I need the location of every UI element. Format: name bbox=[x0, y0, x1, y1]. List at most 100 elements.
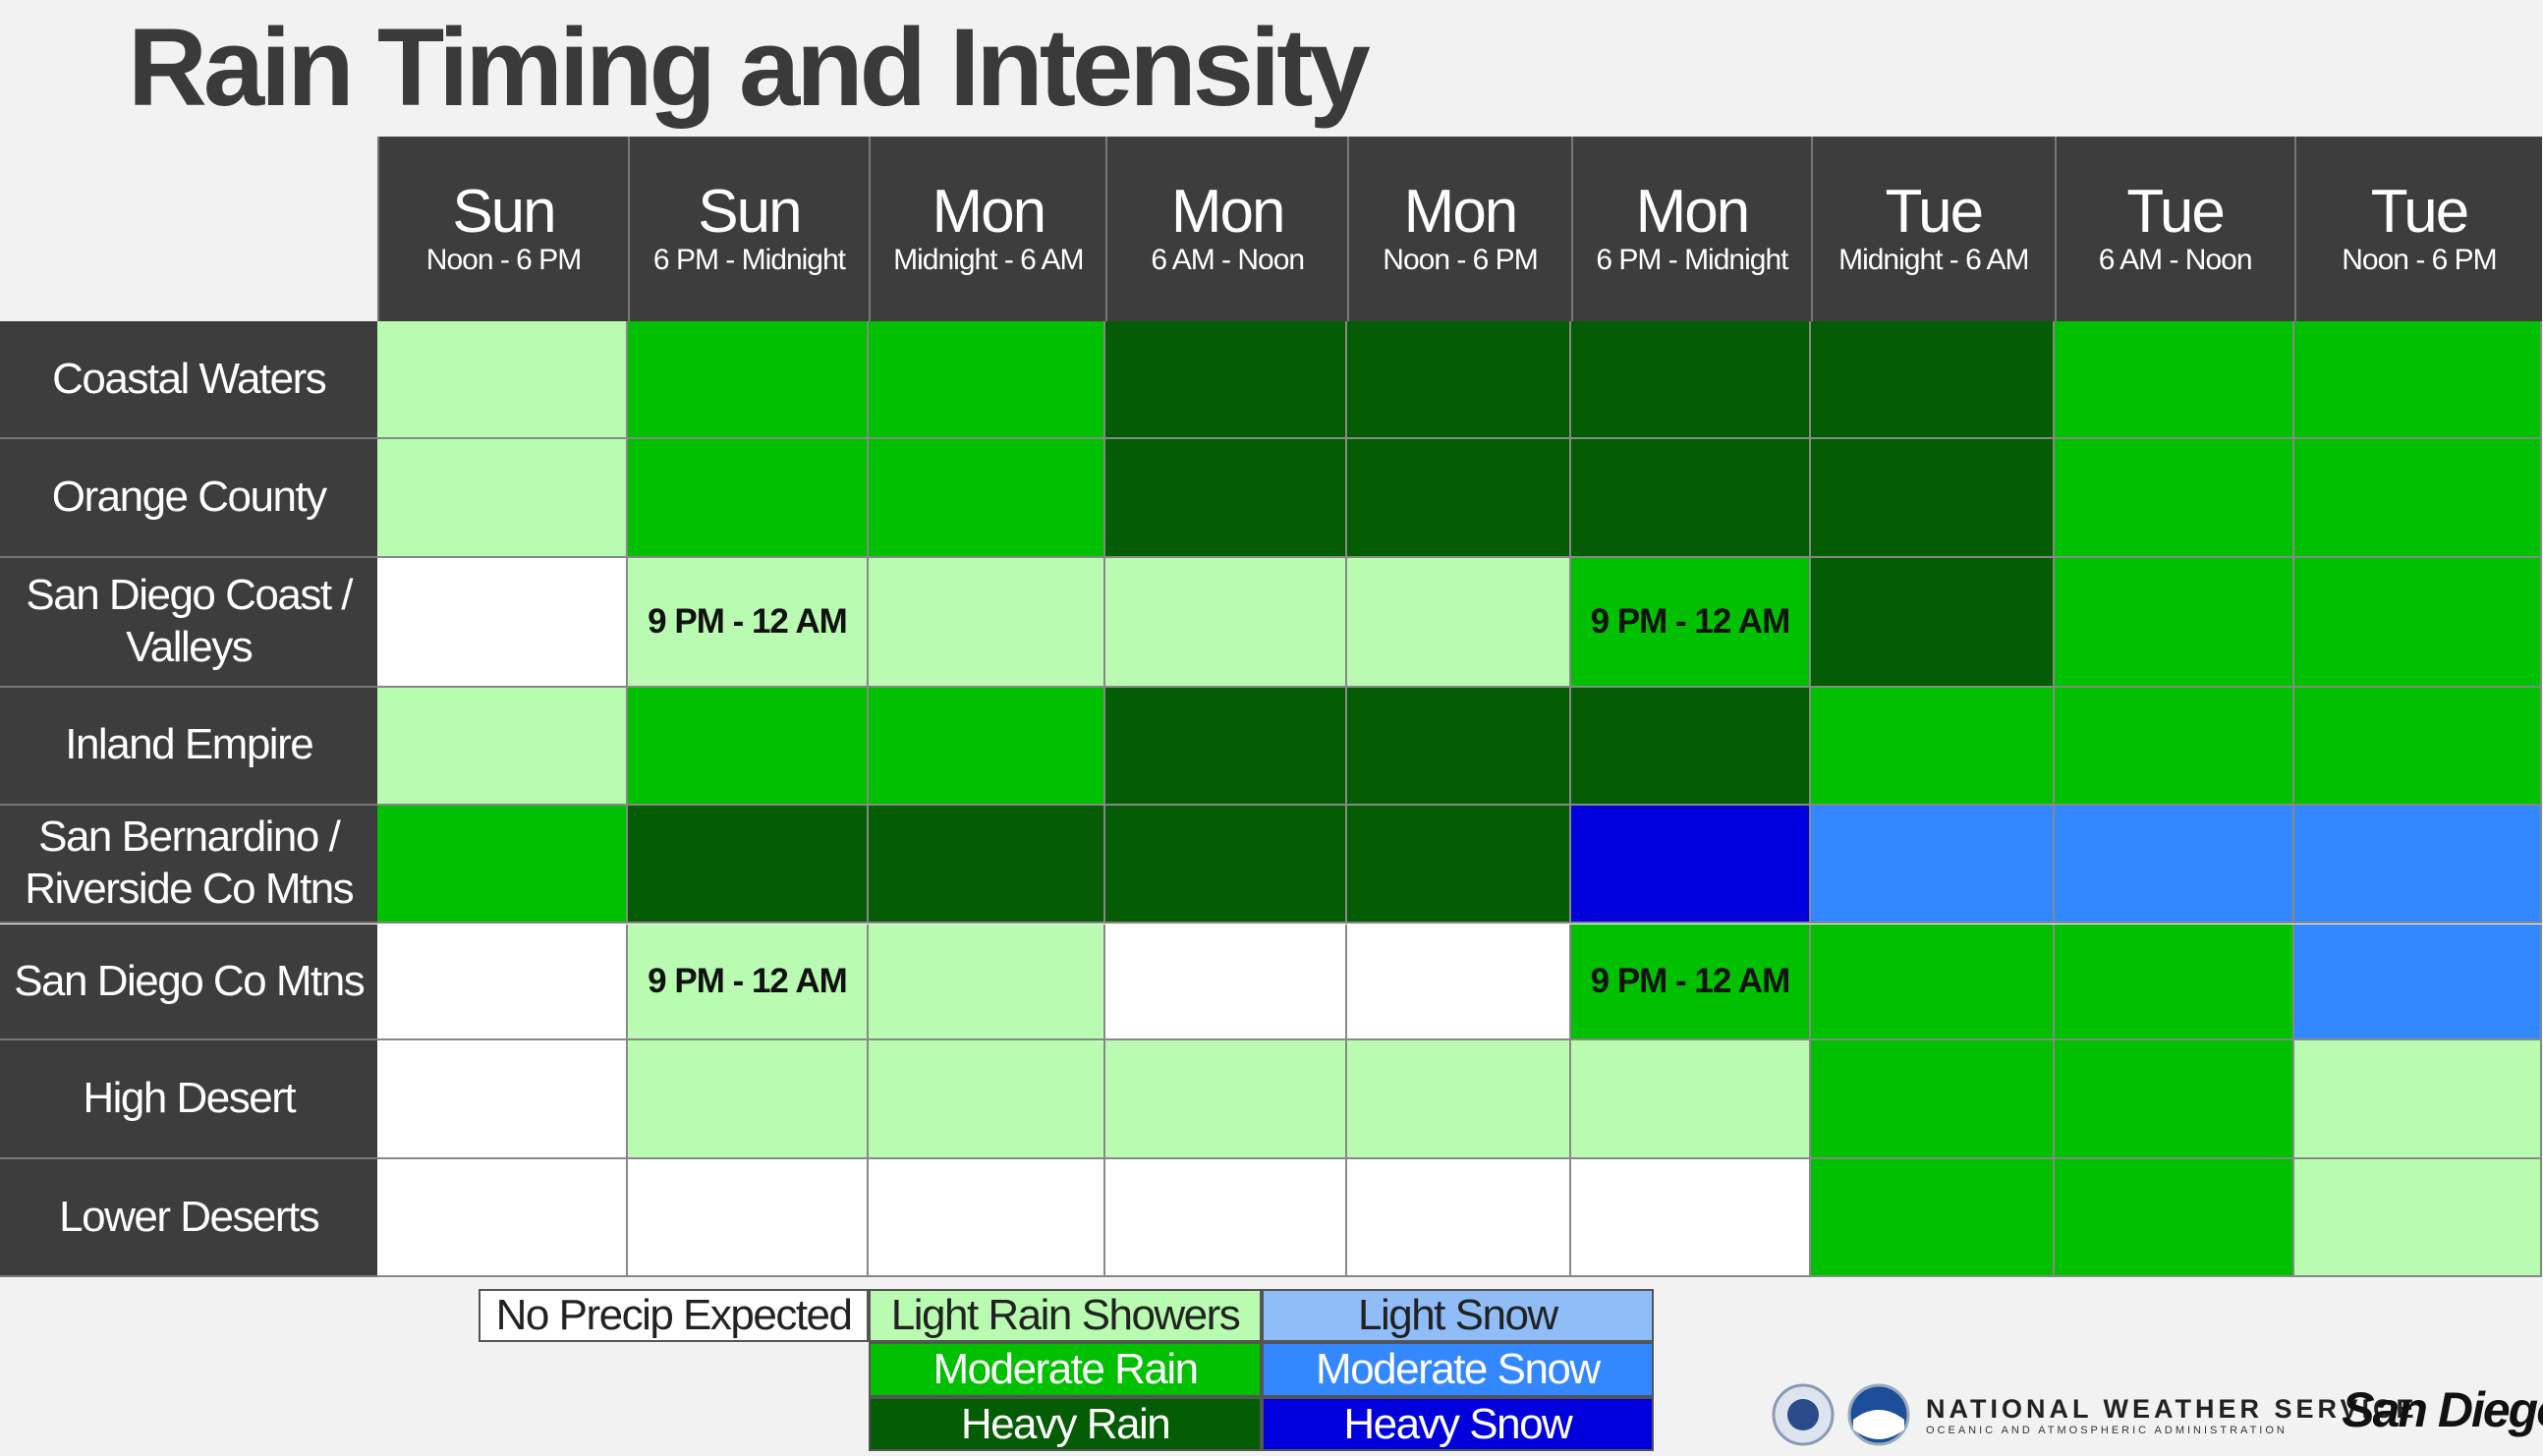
logo-doc-inner bbox=[1787, 1399, 1819, 1430]
cell bbox=[1105, 439, 1348, 558]
cell bbox=[2293, 557, 2543, 688]
column-header: Mon Midnight - 6 AM bbox=[869, 136, 1106, 321]
column-day: Mon bbox=[932, 178, 1047, 247]
cell bbox=[1811, 687, 2055, 807]
row-label: Orange County bbox=[0, 439, 378, 558]
cell bbox=[1347, 439, 1571, 558]
column-day: Sun bbox=[452, 178, 556, 247]
cell bbox=[869, 806, 1106, 924]
cell bbox=[2054, 806, 2294, 924]
cell bbox=[1347, 320, 1571, 440]
cell: 9 PM - 12 AM bbox=[627, 557, 870, 688]
cell bbox=[1105, 557, 1348, 688]
row-label: San Diego Co Mtns bbox=[0, 924, 378, 1041]
column-day: Mon bbox=[1635, 178, 1751, 247]
cell bbox=[1105, 924, 1348, 1041]
cell bbox=[2293, 439, 2543, 558]
cell bbox=[627, 806, 870, 924]
legend-item: Moderate Rain bbox=[869, 1342, 1262, 1398]
column-day: Tue bbox=[2370, 178, 2470, 247]
cell bbox=[377, 1158, 628, 1278]
footer-subagency: OCEANIC AND ATMOSPHERIC ADMINISTRATION bbox=[1926, 1425, 2288, 1436]
cell bbox=[869, 439, 1106, 558]
cell bbox=[627, 687, 870, 807]
column-day: Sun bbox=[698, 178, 802, 247]
cell bbox=[1811, 557, 2055, 688]
cell bbox=[627, 1158, 870, 1278]
column-header: Tue Noon - 6 PM bbox=[2293, 136, 2543, 321]
cell bbox=[1105, 1158, 1348, 1278]
cell bbox=[2293, 924, 2543, 1041]
cell bbox=[1347, 687, 1571, 807]
cell bbox=[377, 439, 628, 558]
column-header: Tue Midnight - 6 AM bbox=[1811, 136, 2055, 321]
column-header: Tue 6 AM - Noon bbox=[2054, 136, 2294, 321]
column-time: Midnight - 6 AM bbox=[893, 244, 1084, 277]
column-time: 6 PM - Midnight bbox=[1596, 244, 1788, 277]
column-header: Sun 6 PM - Midnight bbox=[627, 136, 870, 321]
cell bbox=[2054, 557, 2294, 688]
footer-office: San Diego bbox=[2342, 1382, 2543, 1437]
cell bbox=[1570, 439, 1812, 558]
row-label: Coastal Waters bbox=[0, 320, 378, 440]
column-day: Mon bbox=[1170, 178, 1286, 247]
row-label: San Bernardino / Riverside Co Mtns bbox=[0, 806, 378, 924]
column-time: 6 PM - Midnight bbox=[652, 244, 846, 277]
cell bbox=[2293, 1040, 2543, 1159]
column-time: 6 AM - Noon bbox=[1151, 244, 1305, 277]
cell: 9 PM - 12 AM bbox=[1570, 924, 1812, 1041]
cell bbox=[869, 687, 1106, 807]
title: Rain Timing and Intensity bbox=[128, 6, 1371, 129]
cell bbox=[1347, 1158, 1571, 1278]
cell bbox=[1811, 806, 2055, 924]
cell bbox=[1811, 924, 2055, 1041]
cell: 9 PM - 12 AM bbox=[1570, 557, 1812, 688]
cell bbox=[869, 1158, 1106, 1278]
cell bbox=[1811, 1158, 2055, 1278]
cell bbox=[1570, 1040, 1812, 1159]
row-label: High Desert bbox=[0, 1040, 378, 1159]
cell bbox=[869, 320, 1106, 440]
cell bbox=[1105, 1040, 1348, 1159]
legend-item: Light Rain Showers bbox=[869, 1288, 1262, 1343]
column-header: Mon 6 PM - Midnight bbox=[1570, 136, 1812, 321]
cell bbox=[869, 557, 1106, 688]
cell bbox=[2054, 924, 2294, 1041]
column-day: Tue bbox=[1885, 178, 1985, 247]
cell bbox=[2054, 687, 2294, 807]
logos bbox=[1772, 1383, 1910, 1446]
cell bbox=[1811, 1040, 2055, 1159]
cell bbox=[2054, 320, 2294, 440]
cell bbox=[2293, 687, 2543, 807]
cell bbox=[1811, 439, 2055, 558]
cell bbox=[869, 924, 1106, 1041]
row-label: Inland Empire bbox=[0, 687, 378, 807]
column-time: Noon - 6 PM bbox=[425, 244, 582, 277]
row-label: Lower Deserts bbox=[0, 1158, 378, 1278]
column-header: Mon Noon - 6 PM bbox=[1347, 136, 1571, 321]
cell bbox=[2293, 320, 2543, 440]
cell bbox=[1570, 687, 1812, 807]
cell bbox=[2293, 806, 2543, 924]
cell bbox=[377, 806, 628, 924]
column-time: Noon - 6 PM bbox=[1383, 244, 1538, 277]
cell bbox=[869, 1040, 1106, 1159]
cell bbox=[627, 439, 870, 558]
cell bbox=[377, 1040, 628, 1159]
cell bbox=[1811, 320, 2055, 440]
column-time: Midnight - 6 AM bbox=[1838, 244, 2029, 277]
legend-item: Heavy Snow bbox=[1261, 1397, 1654, 1451]
cell bbox=[1347, 557, 1571, 688]
cell bbox=[1105, 806, 1348, 924]
cell bbox=[2054, 1040, 2294, 1159]
legend-item: Heavy Rain bbox=[869, 1397, 1262, 1451]
cell bbox=[1347, 1040, 1571, 1159]
column-day: Tue bbox=[2126, 178, 2226, 247]
column-time: 6 AM - Noon bbox=[2098, 244, 2253, 277]
cell bbox=[377, 557, 628, 688]
cell bbox=[377, 687, 628, 807]
cell bbox=[2054, 1158, 2294, 1278]
cell bbox=[627, 320, 870, 440]
column-day: Mon bbox=[1403, 178, 1519, 247]
